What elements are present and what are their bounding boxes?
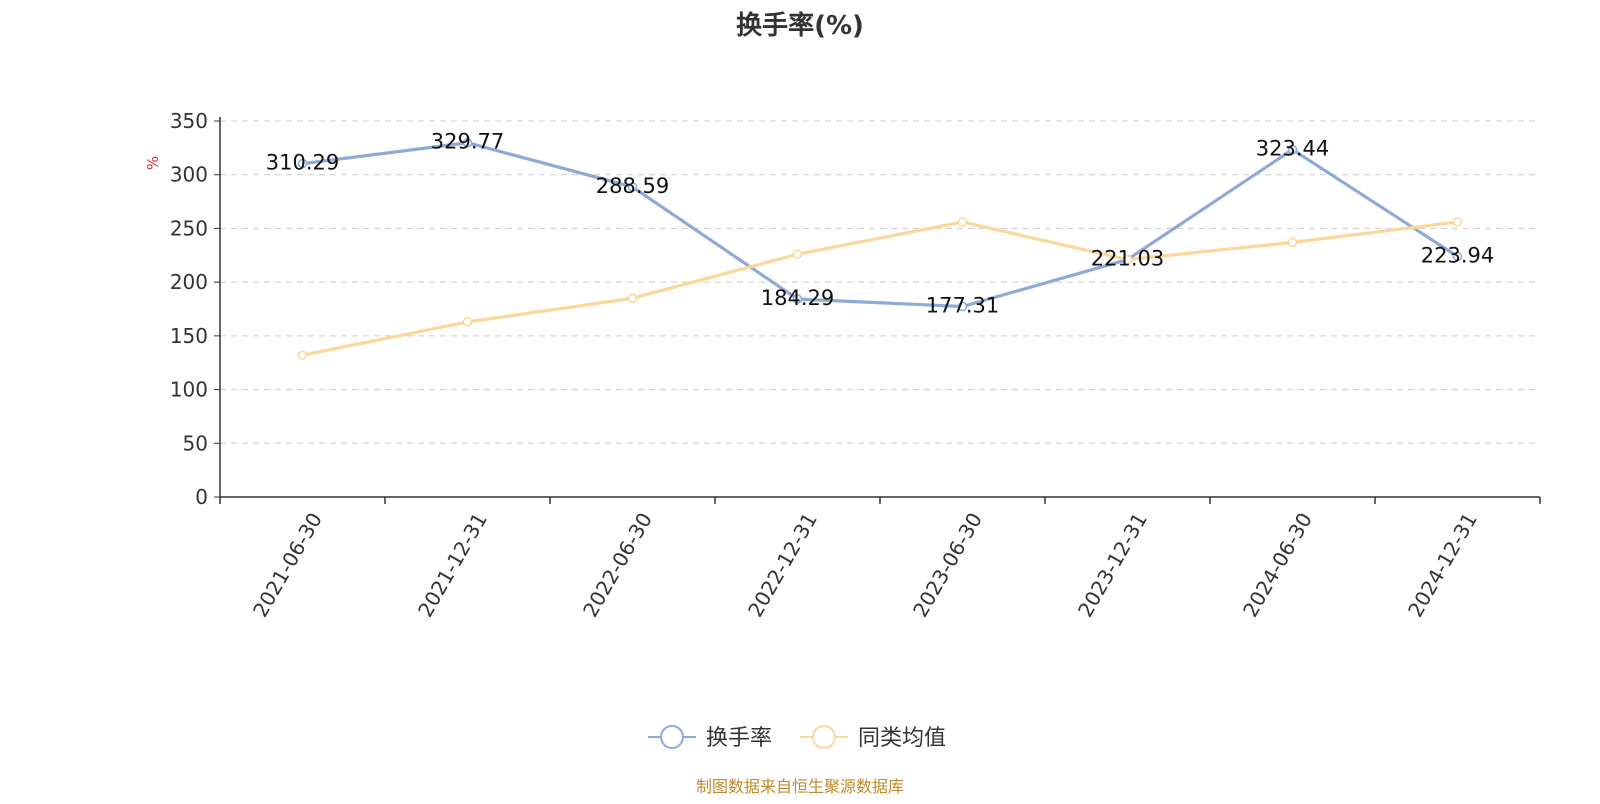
series-0-data-label: 323.44 — [1256, 137, 1329, 161]
series-line-0 — [302, 141, 1459, 309]
series-0-data-label: 329.77 — [431, 130, 504, 154]
legend-marker-0 — [660, 725, 684, 749]
series-0-data-label: 184.29 — [761, 286, 834, 310]
series-0-data-label: 223.94 — [1421, 243, 1494, 267]
legend-label-0: 换手率 — [706, 726, 772, 751]
series-0-point — [297, 158, 308, 169]
y-tick-label: 200 — [170, 270, 208, 294]
y-tick-label: 0 — [195, 485, 208, 509]
series-0-point — [627, 182, 638, 192]
series-1-point — [1287, 237, 1298, 248]
axis-layer: 0 50 100 150 200 250 300 350 2021-06-30 2021-12-3… — [170, 109, 1541, 622]
legend-marker-1 — [812, 725, 836, 749]
chart-title: 换手率(%) — [736, 10, 864, 41]
legend-label-1: 同类均值 — [858, 726, 946, 751]
x-tick-label: 2023-12-31 — [1073, 509, 1152, 622]
y-tick-label: 50 — [183, 431, 208, 455]
y-tick-label: 150 — [170, 324, 208, 348]
series-1-point — [462, 317, 473, 327]
series-layer — [297, 137, 1463, 360]
series-1-point — [1452, 217, 1463, 227]
x-tick-label: 2021-12-31 — [413, 509, 492, 622]
y-tick-label: 350 — [170, 109, 208, 133]
series-0-point — [957, 301, 968, 312]
y-tick-label: 100 — [170, 378, 208, 402]
y-tick-label: 250 — [170, 216, 208, 240]
data-label-layer: 310.29 329.77 288.59 184.29 177.31 221.03 323.… — [266, 130, 1494, 318]
x-tick-label: 2022-12-31 — [743, 509, 822, 622]
source-note: 制图数据来自恒生聚源数据库 — [696, 777, 904, 796]
series-0-data-label: 310.29 — [266, 151, 339, 175]
x-tick-label: 2024-12-31 — [1403, 509, 1482, 622]
legend: 换手率 同类均值 — [648, 725, 946, 751]
x-tick-label: 2023-06-30 — [908, 509, 987, 622]
series-0-point — [462, 137, 473, 148]
series-0-data-label: 221.03 — [1091, 247, 1164, 271]
series-1-point — [1122, 254, 1133, 265]
series-1-point — [627, 293, 638, 304]
series-0-point — [1452, 251, 1463, 262]
series-0-data-label: 288.59 — [596, 174, 669, 198]
x-tick-label: 2024-06-30 — [1238, 509, 1317, 622]
series-1-point — [957, 217, 968, 227]
series-line-1 — [302, 220, 1458, 357]
x-tick-label: 2021-06-30 — [248, 509, 327, 622]
series-1-point — [792, 249, 803, 259]
series-1-point — [297, 350, 308, 360]
y-tick-label: 300 — [170, 163, 208, 187]
series-0-data-label: 177.31 — [926, 294, 999, 318]
x-tick-label: 2022-06-30 — [578, 509, 657, 622]
grid-layer — [220, 120, 1540, 444]
series-0-point — [792, 294, 803, 304]
y-axis-unit-label: % — [144, 156, 162, 170]
series-0-point — [1287, 144, 1298, 155]
